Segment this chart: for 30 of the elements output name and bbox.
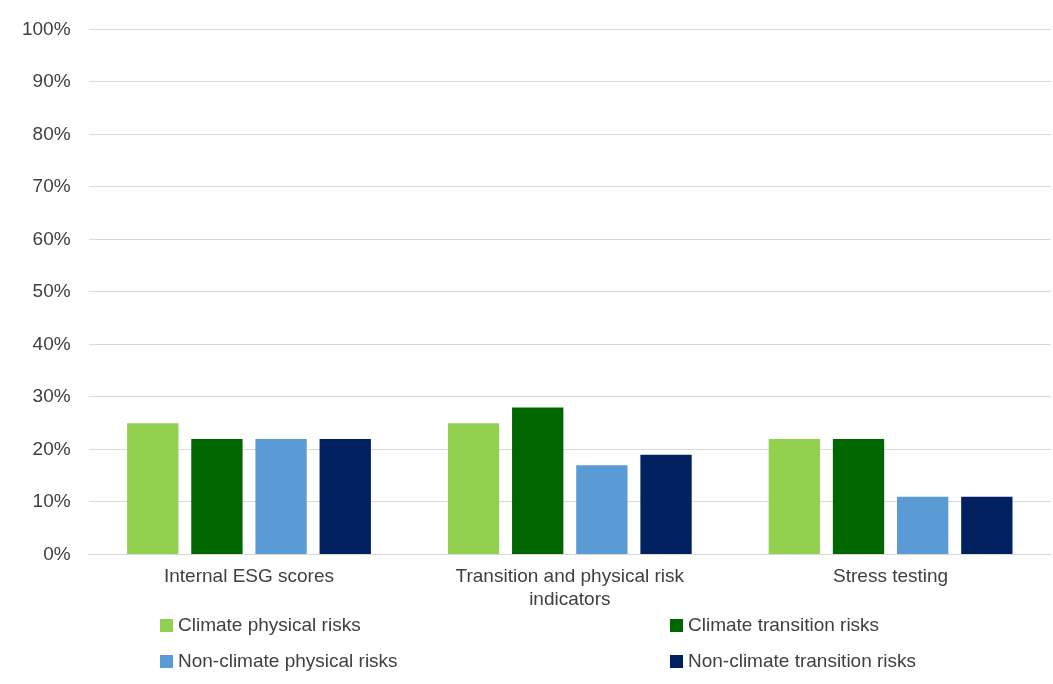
legend-label: Non-climate transition risks — [688, 650, 917, 672]
y-tick-label: 20% — [32, 437, 71, 459]
legend-label: Climate physical risks — [178, 614, 361, 636]
bar — [255, 438, 307, 554]
y-tick-label: 50% — [32, 280, 71, 302]
y-tick-label: 60% — [32, 227, 71, 249]
legend-label: Non-climate physical risks — [178, 650, 398, 672]
y-tick-label: 40% — [32, 332, 71, 354]
bar — [191, 438, 243, 554]
bar — [447, 423, 500, 554]
y-tick-label: 10% — [32, 490, 71, 512]
bar — [576, 465, 628, 554]
y-tick-label: 70% — [32, 175, 71, 197]
bar — [832, 438, 885, 554]
y-tick-label: 100% — [21, 17, 71, 39]
y-tick-label: 90% — [32, 70, 71, 92]
x-tick-label: Transition and physical risk indicators — [455, 565, 685, 609]
bar — [319, 438, 371, 554]
y-tick-label: 30% — [32, 385, 71, 407]
bar — [640, 454, 692, 554]
x-tick-label: Stress testing — [833, 565, 949, 587]
x-tick-label: Internal ESG scores — [163, 565, 335, 587]
bar — [961, 496, 1013, 554]
bar — [768, 438, 821, 554]
bar — [127, 423, 179, 554]
bar — [512, 407, 564, 554]
bar — [897, 496, 949, 554]
y-tick-label: 80% — [32, 122, 71, 144]
y-tick-label: 0% — [43, 542, 71, 564]
legend-label: Climate transition risks — [688, 614, 880, 636]
